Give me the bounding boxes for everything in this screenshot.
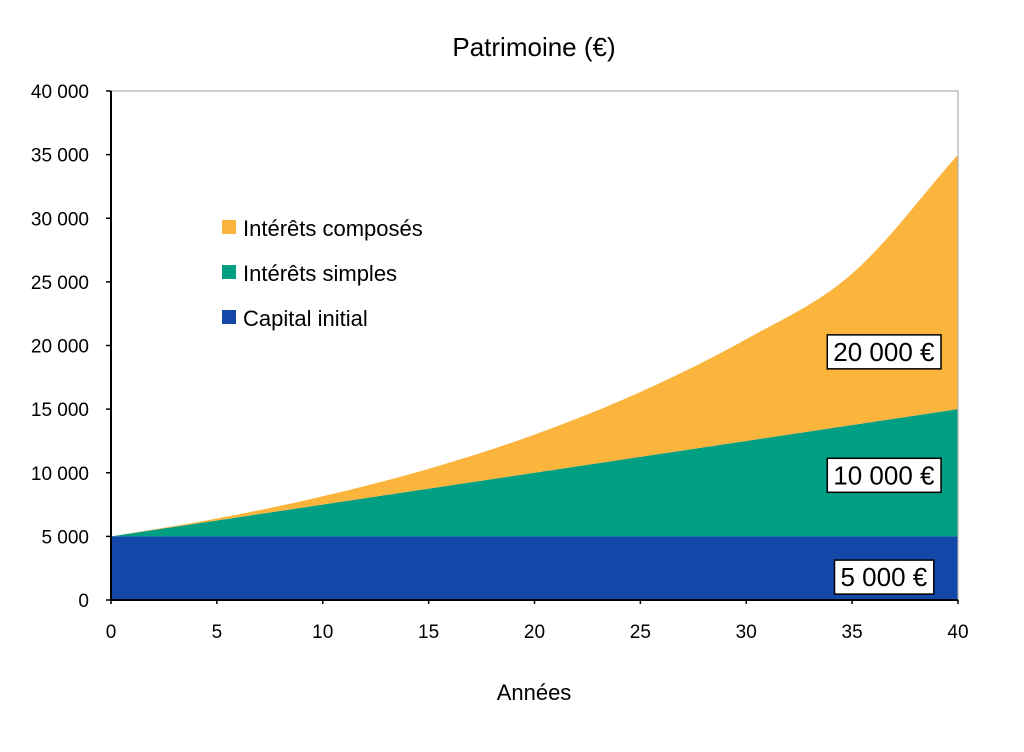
y-tick-label: 15 000 bbox=[31, 400, 89, 421]
legend-label-capital-initial: Capital initial bbox=[243, 306, 368, 331]
annotation-frame bbox=[826, 334, 942, 370]
y-tick-label: 35 000 bbox=[31, 146, 89, 167]
legend-swatch-capital-initial bbox=[222, 310, 236, 324]
y-tick-label: 0 bbox=[78, 591, 89, 612]
x-tick-label: 10 bbox=[312, 622, 333, 643]
chart-title: Patrimoine (€) bbox=[452, 32, 615, 62]
plot-areas bbox=[111, 154, 958, 600]
y-tick-label: 25 000 bbox=[31, 273, 89, 294]
legend-label-interets-composes: Intérêts composés bbox=[243, 216, 423, 241]
x-tick-label: 25 bbox=[630, 622, 651, 643]
area-capital-initial bbox=[111, 536, 958, 600]
y-tick-label: 40 000 bbox=[31, 82, 89, 103]
legend-label-interets-simples: Intérêts simples bbox=[243, 261, 397, 286]
legend-swatch-interets-composes bbox=[222, 220, 236, 234]
annotation-frame bbox=[833, 559, 935, 595]
annotation-box: 5 000 € bbox=[833, 559, 935, 595]
y-tick-label: 10 000 bbox=[31, 464, 89, 485]
legend-swatch-interets-simples bbox=[222, 265, 236, 279]
area-interets-composes bbox=[111, 154, 958, 537]
annotation-box: 10 000 € bbox=[826, 457, 942, 494]
area-interets-simples bbox=[111, 409, 958, 537]
x-tick-label: 0 bbox=[106, 622, 117, 643]
x-axis-label: Années bbox=[497, 680, 572, 705]
annotation-label: 20 000 € bbox=[833, 337, 935, 367]
x-axis: 0 5 10 15 20 25 30 35 40 bbox=[106, 600, 969, 643]
y-axis: 0 5 000 10 000 15 000 20 000 25 000 30 000 35 0… bbox=[31, 82, 111, 612]
x-tick-label: 40 bbox=[947, 622, 968, 643]
y-tick-label: 30 000 bbox=[31, 209, 89, 230]
annotation-label: 5 000 € bbox=[841, 562, 928, 592]
annotation-label: 10 000 € bbox=[833, 460, 935, 490]
y-tick-label: 5 000 bbox=[41, 527, 89, 548]
annotation-frame bbox=[826, 457, 942, 494]
x-tick-label: 35 bbox=[842, 622, 863, 643]
annotations: 20 000 € 10 000 € 5 000 € bbox=[826, 334, 942, 595]
x-tick-label: 30 bbox=[736, 622, 757, 643]
legend: Intérêts composés Intérêts simples Capital… bbox=[222, 216, 423, 331]
x-tick-label: 20 bbox=[524, 622, 545, 643]
annotation-box: 20 000 € bbox=[826, 334, 942, 370]
x-tick-label: 5 bbox=[212, 622, 223, 643]
x-tick-label: 15 bbox=[418, 622, 439, 643]
y-tick-label: 20 000 bbox=[31, 337, 89, 358]
